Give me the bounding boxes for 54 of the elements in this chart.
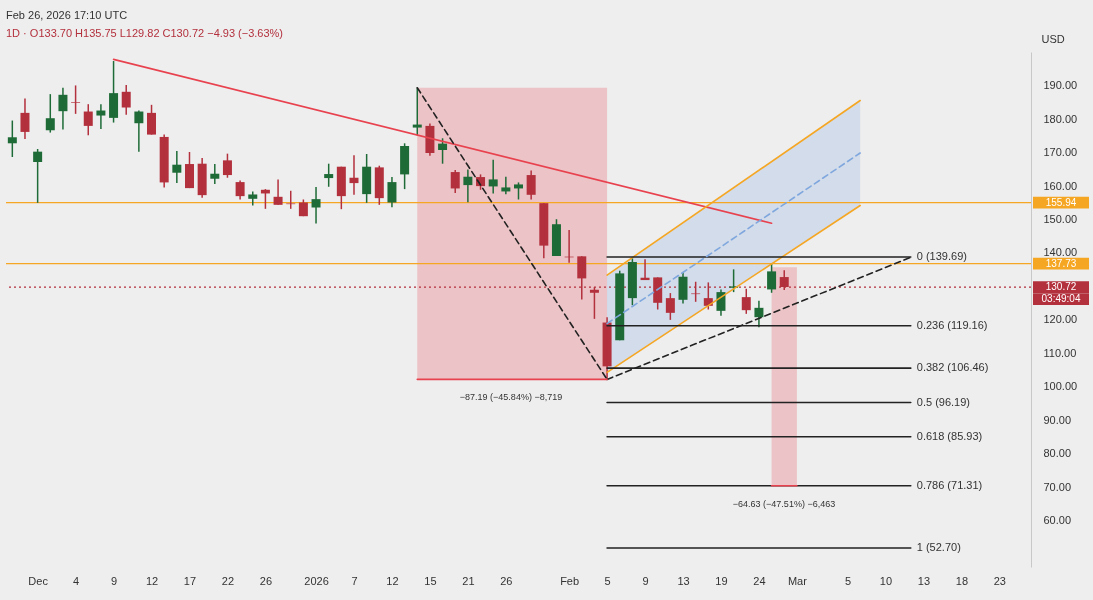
y-tick-label: 140.00	[1043, 246, 1078, 259]
ref-line-label: 130.72	[1045, 281, 1077, 293]
y-tick-label: 190.00	[1043, 79, 1078, 92]
series-label: 0.5 (96.19)	[916, 395, 970, 408]
ref-line-label: 155.94	[1045, 196, 1077, 208]
x-tick-label: 21	[462, 574, 475, 587]
y-tick-label: 120.00	[1043, 313, 1078, 326]
x-tick-label: Mar	[787, 574, 808, 587]
ref-line-label: 137.73	[1045, 257, 1077, 269]
x-tick-label: 18	[955, 574, 969, 587]
y-tick-label: 100.00	[1043, 380, 1078, 393]
x-tick-label: 9	[642, 574, 649, 587]
y-tick-label: 150.00	[1043, 213, 1078, 226]
x-tick-label: 23	[993, 574, 1006, 587]
chart-title: 1D · O133.70 H135.75 L129.82 C130.72 −4.93 (−3.63%)	[6, 27, 284, 39]
series-label: 0.786 (71.31)	[916, 478, 983, 491]
x-tick-label: 15	[424, 574, 437, 587]
x-tick-label: 26	[500, 574, 513, 587]
annotation: −64.63 (−47.51%) −6,463	[732, 499, 836, 509]
x-tick-label: 12	[386, 574, 399, 587]
series-label: 0.618 (85.93)	[916, 429, 983, 442]
series-label: 0.236 (119.16)	[916, 318, 988, 331]
y-tick-label: 170.00	[1043, 146, 1078, 159]
x-tick-label: 4	[73, 574, 80, 587]
x-tick-label: 10	[879, 574, 893, 587]
y-tick-label: 80.00	[1043, 447, 1072, 460]
x-tick-label: 7	[351, 574, 358, 587]
x-tick-label: Dec	[28, 574, 49, 587]
x-tick-label: 2026	[304, 574, 329, 587]
x-tick-label: Feb	[560, 574, 580, 587]
x-tick-label: 17	[183, 574, 197, 587]
x-tick-label: 9	[111, 574, 118, 587]
y-axis-title: USD	[1041, 32, 1065, 45]
x-tick-label: 5	[844, 574, 852, 587]
y-tick-label: 180.00	[1043, 112, 1078, 125]
y-tick-label: 90.00	[1043, 413, 1072, 426]
text: Feb 26, 2026 17:10 UTC	[6, 9, 128, 21]
x-tick-label: 22	[221, 574, 235, 587]
x-tick-label: 26	[259, 574, 273, 587]
x-tick-label: 24	[753, 574, 766, 587]
series-label: 1 (52.70)	[916, 540, 961, 553]
x-tick-label: 19	[715, 574, 728, 587]
y-tick-label: 160.00	[1043, 179, 1078, 192]
text: 03:49:04	[1041, 293, 1081, 305]
y-tick-label: 110.00	[1043, 346, 1077, 359]
annotation: −87.19 (−45.84%) −8,719	[459, 392, 563, 402]
series-label: 0 (139.69)	[916, 250, 967, 263]
series-label: 0.382 (106.46)	[916, 361, 989, 374]
x-tick-label: 12	[145, 574, 159, 587]
y-tick-label: 70.00	[1043, 480, 1072, 493]
y-tick-label: 60.00	[1043, 514, 1072, 527]
x-tick-label: 13	[677, 574, 690, 587]
x-tick-label: 5	[604, 574, 611, 587]
x-tick-label: 13	[917, 574, 931, 587]
